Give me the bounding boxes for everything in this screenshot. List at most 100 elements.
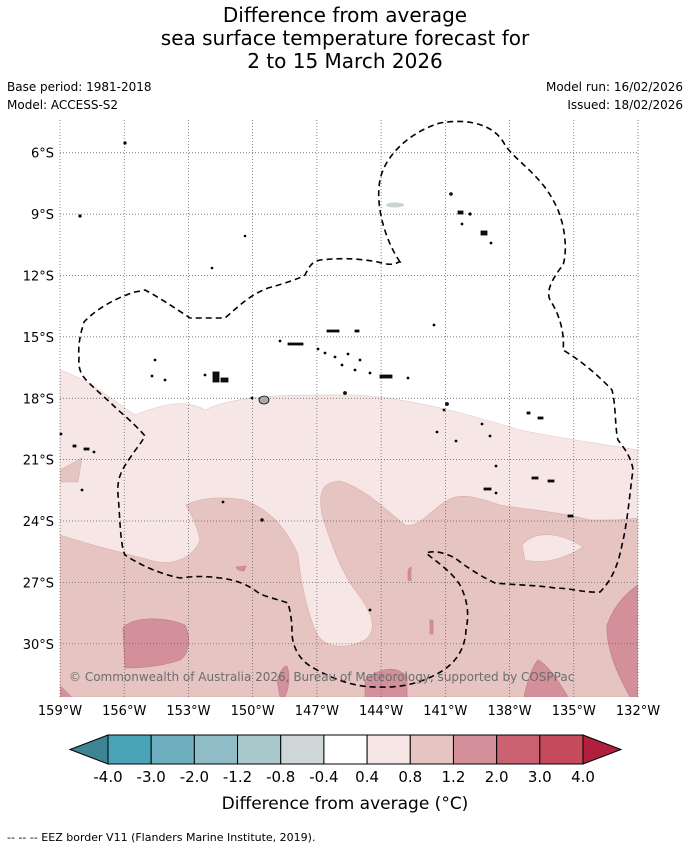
model-run: Model run: 16/02/2026 [545,80,683,94]
colorbar-tick-label: -2.0 [180,768,209,786]
island [379,374,393,379]
island [326,329,340,333]
colorbar-tick-label: 2.0 [485,768,509,786]
island [537,416,544,420]
lat-label: 30°S [23,638,54,653]
colorbar-tick-label: -4.0 [93,768,122,786]
island [368,371,372,375]
colorbar-segment [280,734,325,765]
island [153,358,157,362]
colorbar-extend-low [68,734,109,765]
island [221,500,225,504]
lon-label: 138°W [487,704,531,719]
colorbar-tick-label: -0.4 [309,768,338,786]
lat-label: 9°S [31,208,54,223]
island [92,450,96,454]
island [460,222,464,226]
island [358,358,362,362]
island [83,447,90,451]
colorbar [68,734,623,765]
title-line-3: 2 to 15 March 2026 [247,49,443,73]
colorbar-title-unit: °C) [441,794,469,814]
colorbar-segment [150,734,195,765]
island [220,377,229,383]
anomaly-fill-layer [60,369,638,697]
colorbar-tick-label: 3.0 [528,768,552,786]
island [260,518,264,522]
island [531,476,539,480]
colorbar-segment [409,734,454,765]
island [457,210,464,215]
lat-label: 24°S [23,515,54,530]
island [250,396,254,400]
island [483,487,492,491]
island [494,491,498,495]
island [123,141,127,145]
island [258,395,270,405]
model-name: Model: ACCESS-S2 [7,98,119,112]
island [212,371,220,383]
island [432,323,436,327]
island [354,329,360,333]
anomaly-region-0.8-1.2 [60,457,638,697]
island [480,422,484,426]
chart-title: Difference from average sea surface temp… [0,4,690,73]
island [278,339,282,343]
island [210,266,214,270]
lon-label: 141°W [423,704,467,719]
lon-label: 156°W [102,704,146,719]
island [59,432,63,436]
lon-label: 153°W [166,704,210,719]
lon-label: 135°W [552,704,596,719]
lat-label: 15°S [23,331,54,346]
colorbar-tick-label: 0.4 [355,768,379,786]
lat-label: 6°S [31,147,54,162]
colorbar-tick-label: -0.8 [266,768,295,786]
island [468,212,472,216]
island [316,347,320,351]
island [72,444,77,448]
island [78,214,82,218]
island [343,391,347,395]
lon-label: 159°W [38,704,82,719]
colorbar-segment [193,734,239,765]
copyright: © Commonwealth of Australia 2026, Bureau… [69,670,574,684]
lon-label: 150°W [231,704,275,719]
lon-label: 144°W [359,704,403,719]
lon-label: 132°W [616,704,660,719]
island [150,374,154,378]
island [323,351,327,355]
island [445,402,449,406]
lat-label: 18°S [23,392,54,407]
lat-label: 12°S [23,270,54,285]
colorbar-extend-high [582,734,623,765]
islands-layer [59,141,574,612]
colorbar-segment [539,734,584,765]
anomaly-region-0.4-0.8-patch [521,534,584,562]
eez-border [77,120,634,688]
title-line-2: sea surface temperature forecast for [160,26,530,50]
island [526,411,531,415]
island [435,430,439,434]
eez-legend: -- -- -- EEZ border V11 (Flanders Marine… [7,831,316,844]
island [340,363,344,367]
colorbar-title-text: Difference from average ( [221,794,442,814]
colorbar-tick-label: -1.2 [223,768,252,786]
island [494,464,498,468]
colorbar-segment [496,734,541,765]
island [163,378,167,382]
lon-label: 147°W [295,704,339,719]
anomaly-region-1.2-2.0 [122,565,638,697]
colorbar-tick-label: 0.8 [398,768,422,786]
island [203,373,207,377]
colorbar-segment [366,734,411,765]
colorbar-tick-label: 4.0 [571,768,595,786]
colorbar-segment [323,734,368,765]
island [368,608,372,612]
island [449,192,453,196]
colorbar-title: Difference from average (°C) [0,794,690,814]
colorbar-segment [452,734,498,765]
island [243,234,247,238]
island [442,408,446,412]
